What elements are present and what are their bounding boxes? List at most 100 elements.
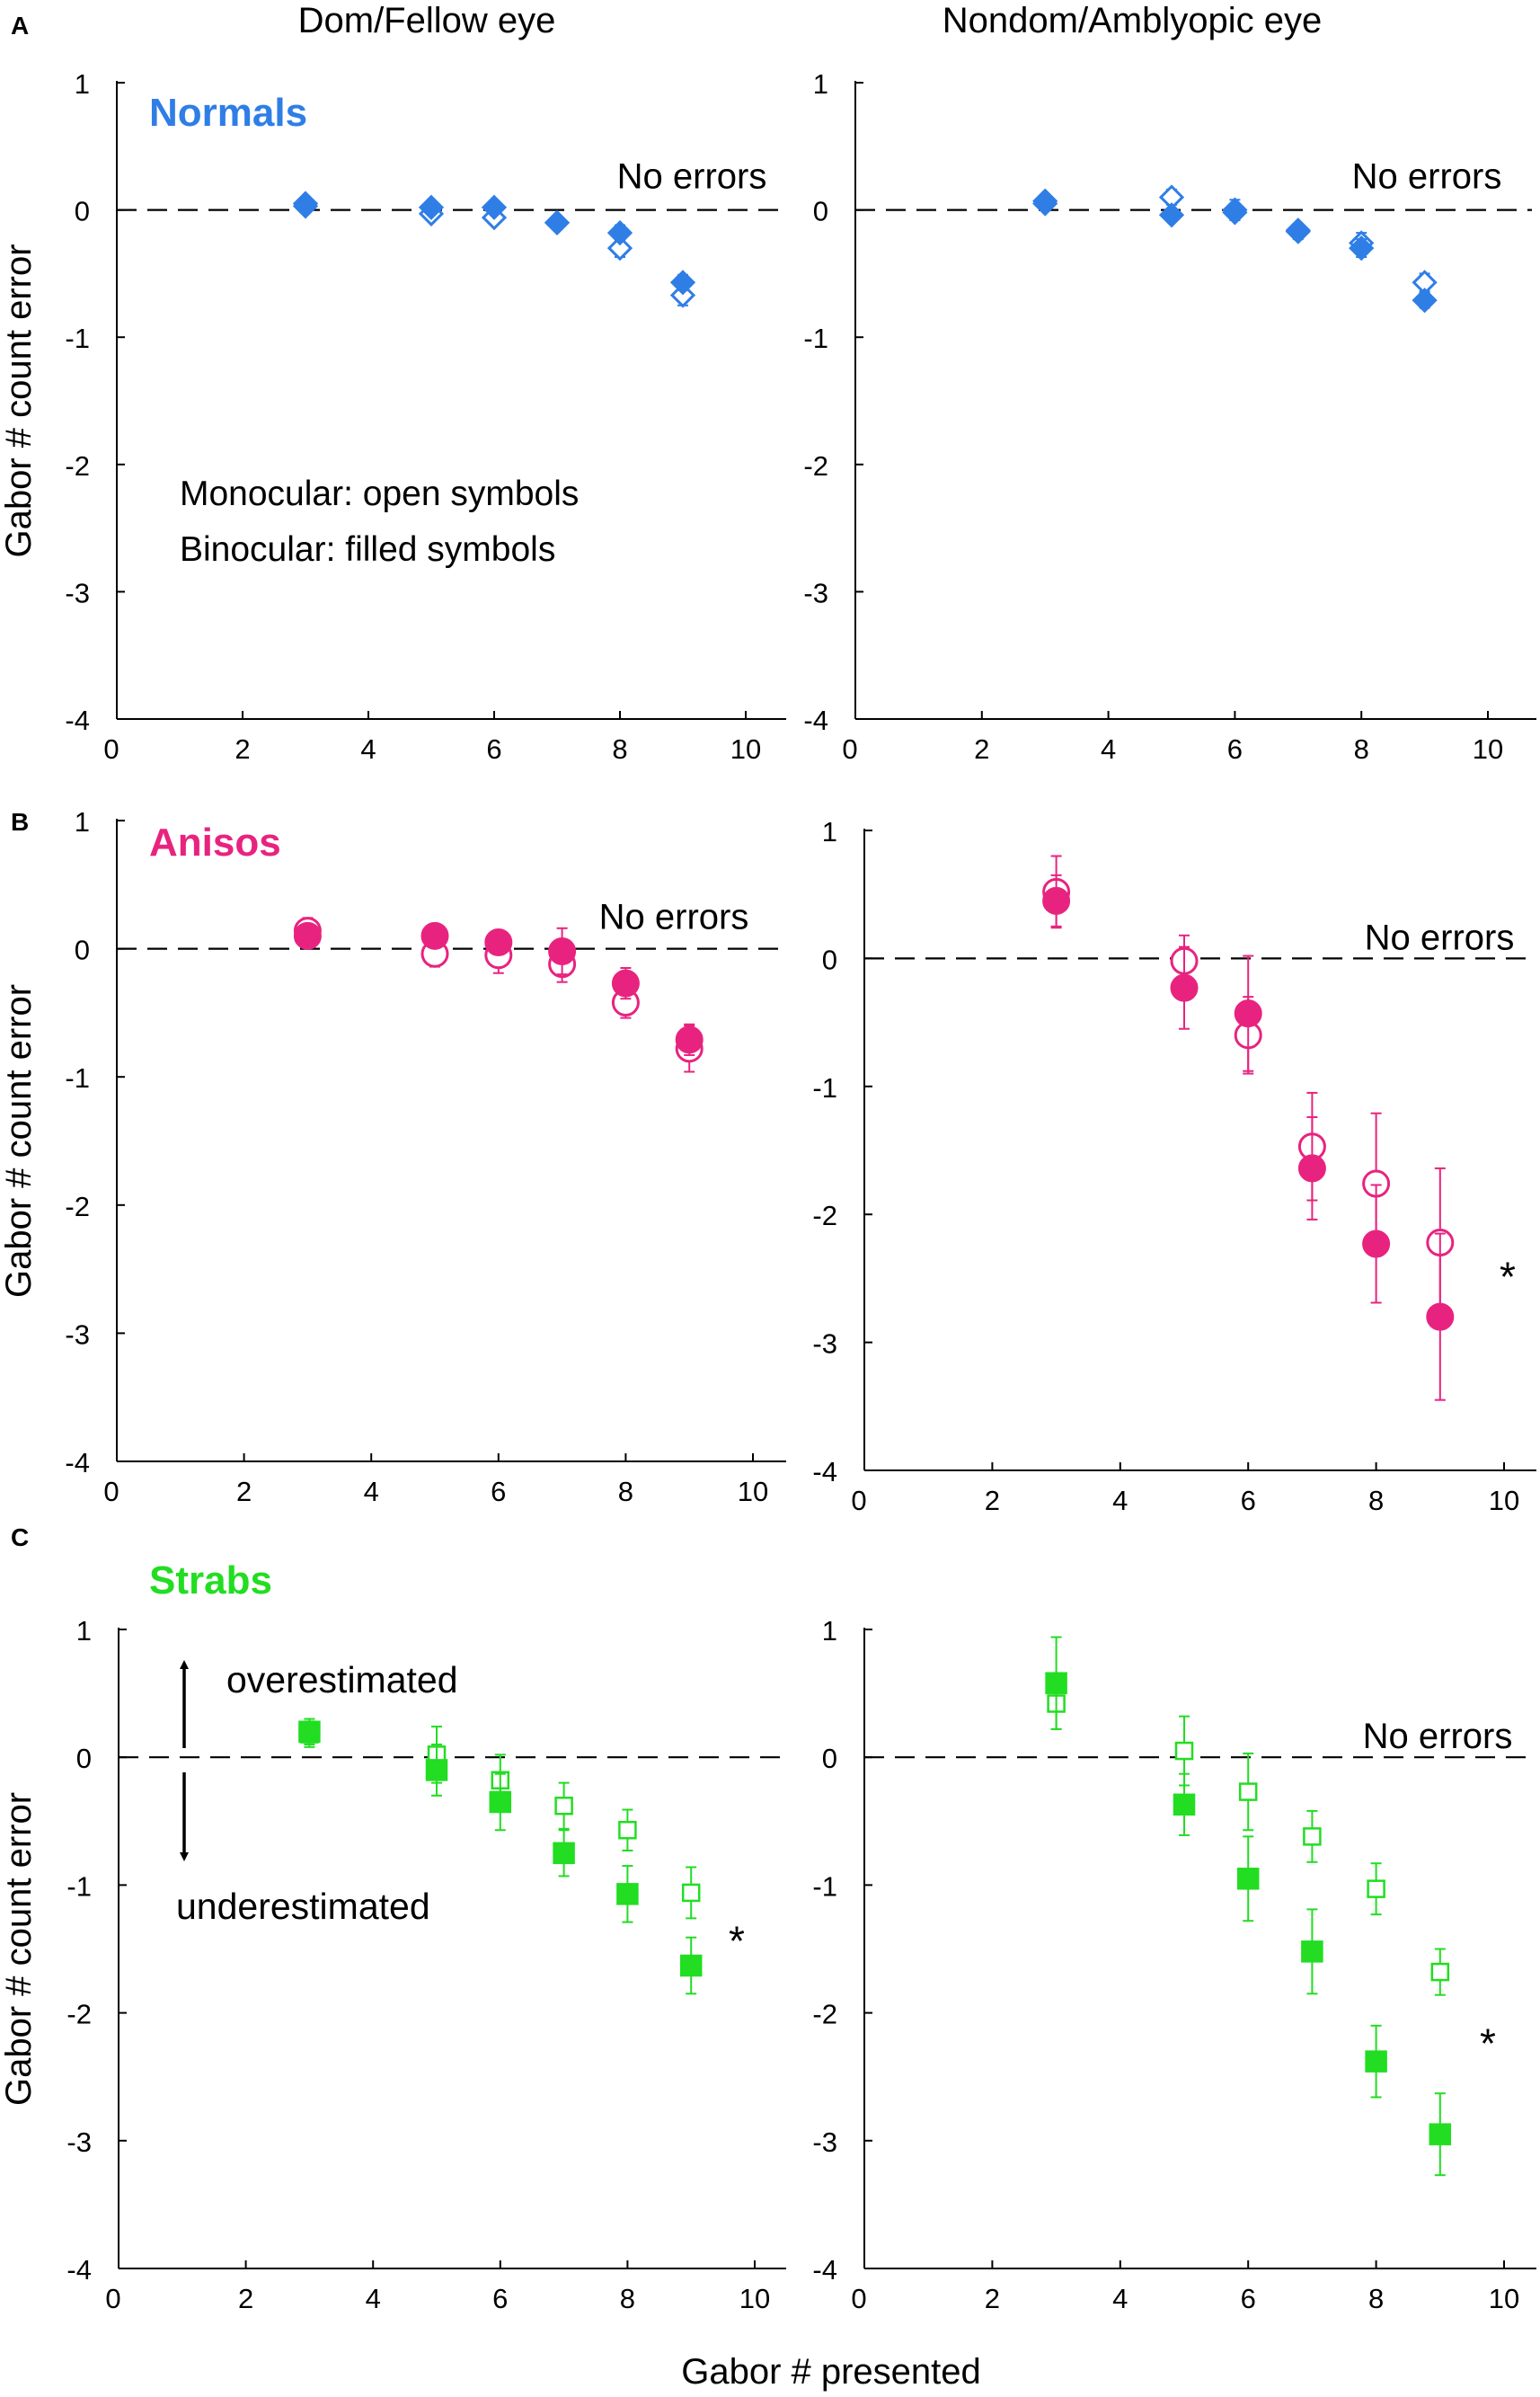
x-tick-label: 6 [1227, 733, 1243, 765]
y-tick-label: -3 [65, 577, 90, 608]
y-axis-label: Gabor # count error [0, 984, 39, 1298]
series-binocular [293, 921, 704, 1056]
filled-diamond-point [418, 194, 445, 220]
y-tick-label: 1 [822, 1615, 837, 1647]
x-tick-label: 0 [842, 733, 857, 765]
y-tick-label: -4 [65, 1447, 90, 1478]
filled-diamond-point [1032, 188, 1058, 214]
filled-diamond-point [292, 191, 319, 217]
y-tick-label: -1 [812, 1870, 837, 1902]
y-tick-label: 0 [75, 196, 90, 227]
significance-asterisk: * [1500, 1254, 1516, 1301]
no-errors-label: No errors [617, 157, 767, 197]
filled-diamond-point [1158, 202, 1185, 228]
y-tick-label: -1 [66, 1870, 92, 1902]
x-tick-label: 4 [1112, 1485, 1128, 1516]
x-tick-label: 8 [618, 1476, 633, 1507]
open-square-point [554, 1796, 573, 1816]
x-tick-label: 10 [1473, 733, 1503, 765]
filled-square-point [679, 1954, 703, 1977]
x-tick-label: 0 [103, 1476, 119, 1507]
y-tick-label: -2 [65, 450, 90, 482]
x-tick-label: 0 [105, 2283, 120, 2314]
y-tick-label: -2 [803, 450, 828, 482]
no-errors-label: No errors [1363, 1717, 1513, 1756]
filled-circle-point [548, 937, 577, 965]
x-tick-label: 6 [1241, 2283, 1256, 2314]
y-tick-label: -4 [65, 705, 90, 736]
significance-asterisk: * [729, 1918, 745, 1965]
series-binocular [292, 191, 696, 296]
filled-square-point [1301, 1940, 1323, 1963]
series-binocular [298, 1718, 703, 1995]
x-tick-label: 6 [1241, 1485, 1256, 1516]
filled-circle-point [420, 921, 449, 950]
y-tick-label: -4 [66, 2254, 92, 2286]
group-label: Strabs [149, 1558, 272, 1602]
y-tick-label: -2 [812, 1999, 837, 2030]
y-tick-label: -2 [812, 1200, 837, 1231]
y-tick-label: -1 [812, 1072, 837, 1104]
y-tick-label: -2 [65, 1191, 90, 1222]
x-tick-label: 4 [1101, 733, 1116, 765]
y-tick-label: -3 [803, 577, 828, 608]
x-tick-label: 4 [364, 1476, 379, 1507]
x-tick-label: 8 [620, 2283, 635, 2314]
filled-circle-point [293, 921, 322, 950]
group-label: Normals [149, 91, 307, 135]
y-tick-label: -4 [803, 705, 828, 736]
filled-diamond-point [1222, 197, 1248, 223]
open-square-point [1174, 1741, 1194, 1761]
x-tick-label: 2 [985, 1485, 1000, 1516]
legend-monocular: Monocular: open symbols [180, 475, 579, 513]
open-square-point [681, 1883, 701, 1903]
filled-square-point [298, 1720, 321, 1744]
group-label: Anisos [149, 821, 281, 865]
x-tick-label: 8 [1354, 733, 1369, 765]
filled-circle-point [675, 1025, 704, 1054]
y-tick-label: 1 [75, 68, 90, 100]
y-tick-label: -3 [66, 2126, 92, 2158]
series-binocular [1042, 874, 1455, 1401]
x-tick-label: 0 [851, 1485, 866, 1516]
filled-circle-point [1362, 1230, 1391, 1258]
x-tick-label: 0 [851, 2283, 866, 2314]
y-tick-label: -2 [66, 1999, 92, 2030]
y-tick-label: 1 [76, 1615, 92, 1647]
filled-diamond-point [1412, 288, 1438, 314]
filled-square-point [1429, 2123, 1452, 2145]
y-tick-label: -3 [812, 1328, 837, 1360]
open-square-point [1367, 1879, 1385, 1898]
y-tick-label: -4 [812, 1456, 837, 1487]
filled-diamond-point [1349, 235, 1375, 262]
open-square-point [618, 1821, 637, 1840]
y-tick-label: -1 [65, 1062, 90, 1094]
y-tick-label: 0 [822, 1743, 837, 1774]
x-tick-label: 2 [974, 733, 989, 765]
filled-circle-point [611, 969, 640, 998]
x-tick-label: 10 [1489, 1485, 1519, 1516]
panel-letter: A [11, 12, 29, 40]
filled-square-point [616, 1883, 639, 1905]
series-monocular [1047, 1677, 1450, 1996]
x-tick-label: 4 [1112, 2283, 1128, 2314]
series-binocular [1045, 1636, 1452, 2177]
open-diamond-point [606, 235, 633, 262]
filled-diamond-point [606, 219, 633, 246]
legend-binocular: Binocular: filled symbols [180, 530, 555, 569]
filled-square-point [1045, 1672, 1067, 1694]
filled-square-point [425, 1759, 448, 1781]
no-errors-label: No errors [599, 898, 749, 937]
filled-circle-point [1234, 999, 1262, 1028]
significance-asterisk: * [1480, 2020, 1496, 2066]
filled-circle-point [1426, 1302, 1455, 1331]
y-tick-label: 0 [813, 196, 828, 227]
filled-diamond-point [1285, 218, 1311, 244]
x-tick-label: 10 [738, 1476, 768, 1507]
x-tick-label: 10 [739, 2283, 770, 2314]
